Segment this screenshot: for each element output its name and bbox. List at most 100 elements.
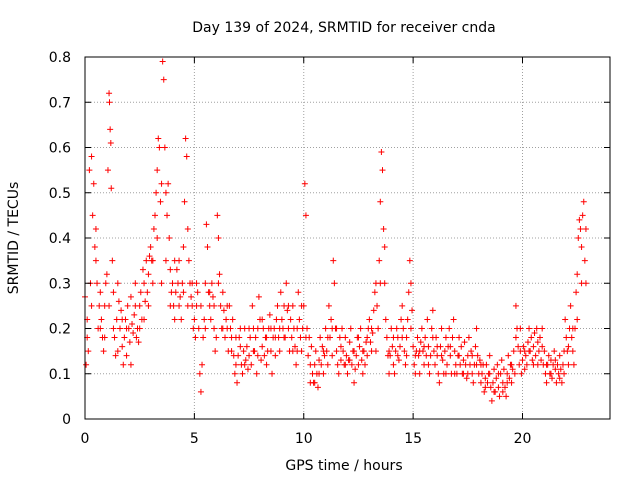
data-point bbox=[425, 361, 432, 368]
data-point bbox=[123, 325, 130, 332]
data-point bbox=[331, 280, 338, 287]
data-point bbox=[317, 334, 324, 341]
data-point bbox=[273, 316, 280, 323]
data-point bbox=[340, 348, 347, 355]
data-point bbox=[557, 366, 564, 373]
data-point bbox=[486, 370, 493, 377]
data-point bbox=[534, 339, 541, 346]
data-point bbox=[436, 379, 443, 386]
data-point bbox=[272, 334, 279, 341]
data-point bbox=[351, 379, 358, 386]
data-point bbox=[91, 244, 98, 251]
data-point bbox=[456, 352, 463, 359]
data-point bbox=[386, 370, 393, 377]
data-point bbox=[434, 343, 441, 350]
data-point bbox=[468, 348, 475, 355]
data-point bbox=[357, 325, 364, 332]
data-point bbox=[407, 325, 414, 332]
data-point bbox=[267, 348, 274, 355]
data-point bbox=[202, 325, 209, 332]
data-point bbox=[579, 212, 586, 219]
data-point bbox=[504, 370, 511, 377]
data-point bbox=[389, 343, 396, 350]
data-point bbox=[301, 180, 308, 187]
data-point bbox=[504, 379, 511, 386]
data-point bbox=[414, 334, 421, 341]
data-point bbox=[180, 289, 187, 296]
data-point bbox=[142, 298, 149, 305]
data-point bbox=[447, 352, 454, 359]
data-point bbox=[130, 330, 137, 337]
data-point bbox=[237, 325, 244, 332]
data-point bbox=[143, 257, 150, 264]
data-point bbox=[493, 375, 500, 382]
data-point bbox=[177, 293, 184, 300]
data-point bbox=[355, 334, 362, 341]
data-point bbox=[432, 361, 438, 368]
data-point bbox=[284, 307, 291, 314]
data-point bbox=[123, 352, 130, 359]
data-point bbox=[427, 352, 434, 359]
data-point bbox=[528, 334, 535, 341]
data-point bbox=[441, 348, 448, 355]
data-point bbox=[158, 180, 165, 187]
data-point bbox=[241, 361, 248, 368]
data-point bbox=[457, 361, 464, 368]
data-point bbox=[541, 348, 548, 355]
data-point bbox=[321, 352, 328, 359]
data-point bbox=[206, 289, 213, 296]
data-point bbox=[400, 325, 407, 332]
data-point bbox=[409, 307, 416, 314]
data-point bbox=[479, 370, 486, 377]
data-point bbox=[438, 325, 445, 332]
data-point bbox=[351, 348, 358, 355]
y-tick-label: 0.6 bbox=[49, 141, 71, 157]
data-point bbox=[220, 307, 227, 314]
data-point bbox=[267, 325, 274, 332]
data-point bbox=[119, 316, 126, 323]
data-point bbox=[159, 58, 166, 65]
data-point bbox=[137, 289, 144, 296]
data-point bbox=[185, 257, 192, 264]
data-point bbox=[484, 379, 491, 386]
data-point bbox=[162, 257, 169, 264]
data-point bbox=[232, 334, 239, 341]
y-axis-label: SRMTID / TECUs bbox=[6, 182, 22, 295]
data-point bbox=[506, 375, 513, 382]
data-point bbox=[526, 348, 533, 355]
data-point bbox=[246, 325, 253, 332]
data-point bbox=[372, 348, 379, 355]
data-point bbox=[166, 235, 173, 241]
data-point bbox=[107, 126, 114, 133]
data-point bbox=[202, 280, 209, 287]
data-point bbox=[162, 189, 169, 196]
data-point bbox=[352, 366, 359, 373]
data-point bbox=[451, 348, 458, 355]
data-point bbox=[564, 348, 571, 355]
data-point bbox=[368, 325, 375, 332]
data-point bbox=[429, 307, 436, 314]
data-point bbox=[144, 289, 151, 296]
data-point bbox=[96, 302, 103, 309]
data-point bbox=[117, 325, 123, 332]
data-point bbox=[487, 384, 494, 391]
data-point bbox=[496, 393, 503, 400]
data-point bbox=[520, 343, 527, 350]
data-point bbox=[102, 280, 109, 287]
data-point bbox=[325, 302, 332, 309]
data-point bbox=[447, 343, 454, 350]
data-point bbox=[108, 185, 115, 192]
data-point bbox=[269, 370, 276, 377]
data-point bbox=[104, 167, 111, 174]
data-point bbox=[555, 370, 562, 377]
data-point bbox=[285, 325, 292, 332]
data-point bbox=[114, 348, 121, 355]
data-point bbox=[184, 302, 191, 309]
data-point bbox=[197, 302, 204, 309]
data-point bbox=[183, 153, 190, 160]
data-point bbox=[288, 334, 295, 341]
data-point bbox=[114, 280, 121, 287]
data-point bbox=[446, 325, 453, 332]
data-point bbox=[337, 357, 344, 364]
